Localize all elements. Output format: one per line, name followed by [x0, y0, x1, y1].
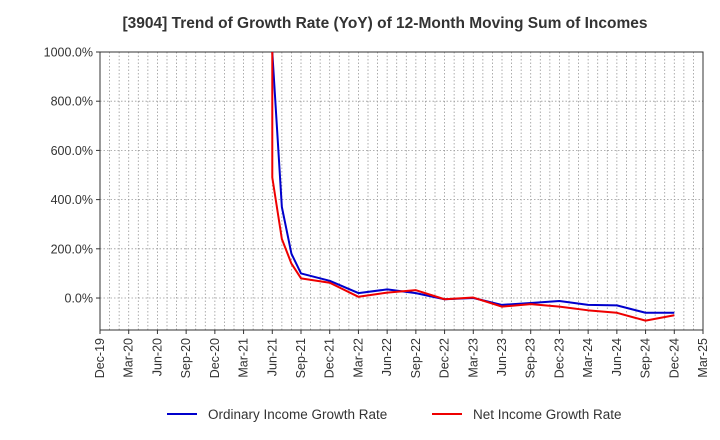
x-tick-label: Mar-24 — [581, 338, 595, 378]
x-tick-label: Dec-22 — [438, 338, 452, 378]
x-tick-label: Dec-23 — [552, 338, 566, 378]
legend-label: Net Income Growth Rate — [473, 407, 622, 422]
legend-label: Ordinary Income Growth Rate — [208, 407, 387, 422]
y-tick-label: 1000.0% — [44, 46, 93, 60]
y-tick-label: 0.0% — [65, 292, 94, 306]
x-tick-label: Sep-21 — [294, 338, 308, 378]
x-tick-label: Mar-22 — [351, 338, 365, 378]
series-line-net-income — [271, 52, 675, 322]
x-tick-label: Mar-25 — [696, 338, 710, 378]
y-tick-label: 200.0% — [51, 242, 93, 256]
x-tick-label: Dec-20 — [208, 338, 222, 378]
x-tick-label: Jun-23 — [495, 338, 509, 376]
grid-layer — [100, 51, 703, 330]
plot-frame — [99, 51, 704, 331]
y-tick-label: 600.0% — [51, 144, 93, 158]
x-tick-label: Mar-23 — [466, 338, 480, 378]
series-layer — [271, 52, 675, 322]
x-tick-label: Jun-22 — [380, 338, 394, 376]
x-tick-label: Sep-20 — [179, 338, 193, 378]
x-tick-label: Sep-24 — [639, 338, 653, 378]
x-tick-label: Jun-21 — [265, 338, 279, 376]
x-tick-label: Mar-21 — [237, 338, 251, 378]
chart-title: [3904] Trend of Growth Rate (YoY) of 12-… — [122, 15, 647, 32]
x-tick-label: Mar-20 — [122, 338, 136, 378]
x-tick-label: Jun-24 — [610, 338, 624, 376]
x-tick-label: Sep-23 — [524, 338, 538, 378]
legend: Ordinary Income Growth Rate Net Income Gr… — [167, 407, 622, 422]
y-axis: 0.0% 200.0% 400.0% 600.0% 800.0% 1000.0% — [44, 46, 100, 306]
x-tick-label: Jun-20 — [150, 338, 164, 376]
x-tick-label: Dec-19 — [93, 338, 107, 378]
x-tick-label: Dec-24 — [667, 338, 681, 378]
x-axis: Dec-19 Mar-20 Jun-20 Sep-20 Dec-20 Mar-21 Jun-… — [93, 330, 710, 378]
y-tick-label: 800.0% — [51, 95, 93, 109]
x-tick-label: Sep-22 — [409, 338, 423, 378]
x-tick-label: Dec-21 — [323, 338, 337, 378]
y-tick-label: 400.0% — [51, 193, 93, 207]
